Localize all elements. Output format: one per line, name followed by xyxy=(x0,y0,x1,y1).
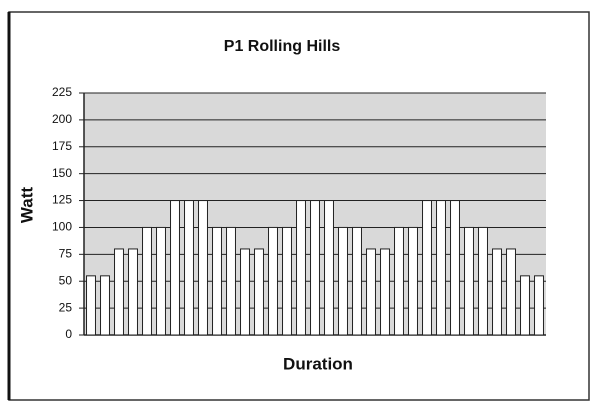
bar xyxy=(436,200,446,336)
bar xyxy=(226,226,236,336)
bar xyxy=(170,200,180,336)
bar xyxy=(520,275,530,336)
bar xyxy=(296,200,306,336)
bar xyxy=(352,226,362,336)
y-tick-label: 100 xyxy=(52,220,72,234)
bar xyxy=(198,200,208,336)
x-axis-title: Duration xyxy=(283,354,353,373)
bar xyxy=(142,226,152,336)
bar xyxy=(184,200,194,336)
bar xyxy=(100,275,110,336)
y-tick-label: 125 xyxy=(52,193,72,207)
bar xyxy=(212,226,222,336)
bar xyxy=(114,248,124,336)
bar xyxy=(422,200,432,336)
bar xyxy=(394,226,404,336)
bar xyxy=(450,200,460,336)
bar xyxy=(324,200,334,336)
y-tick-label: 75 xyxy=(59,247,73,261)
bar xyxy=(282,226,292,336)
bar xyxy=(366,248,376,336)
bar xyxy=(506,248,516,336)
bar xyxy=(86,275,96,336)
chart-title: P1 Rolling Hills xyxy=(224,38,341,55)
y-tick-label: 50 xyxy=(59,273,73,287)
y-tick-label: 225 xyxy=(52,85,72,99)
bar xyxy=(310,200,320,336)
bar xyxy=(156,226,166,336)
bar xyxy=(464,226,474,336)
bar xyxy=(128,248,138,336)
bar xyxy=(408,226,418,336)
y-axis-title: Watt xyxy=(17,187,36,224)
y-tick-label: 0 xyxy=(65,327,72,341)
bar xyxy=(338,226,348,336)
y-tick-label: 25 xyxy=(59,300,73,314)
bar xyxy=(380,248,390,336)
bar xyxy=(240,248,250,336)
y-tick-label: 200 xyxy=(52,112,72,126)
bar xyxy=(534,275,544,336)
bar xyxy=(268,226,278,336)
bar xyxy=(492,248,502,336)
bar xyxy=(254,248,264,336)
y-tick-label: 175 xyxy=(52,139,72,153)
bar xyxy=(478,226,488,336)
y-tick-label: 150 xyxy=(52,166,72,180)
